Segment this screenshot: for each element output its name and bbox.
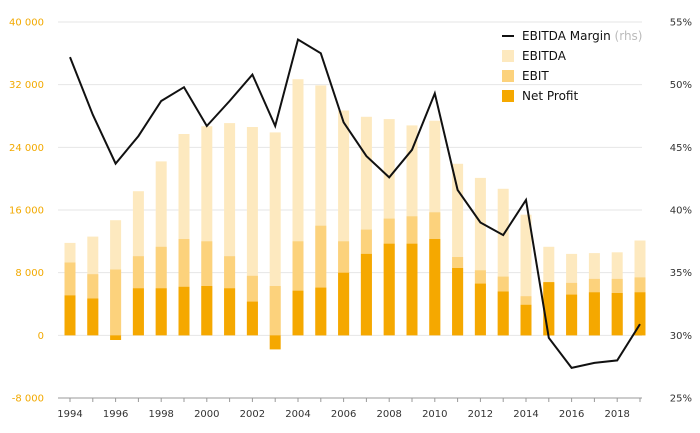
ebitda-bar-2005 [315,85,327,336]
left-axis-ticks: -8 000 0 8 000 16 000 24 000 32 000 40 000 [9,18,44,405]
net-profit-bar-2013 [497,291,509,336]
x-tick-label: 2008 [376,409,401,420]
net-profit-bar-2006 [338,272,350,336]
ebitda-bar-2007 [360,116,372,336]
net-profit-bar-2011 [452,268,464,336]
right-tick-label: 35% [670,268,692,279]
left-tick-label: 16 000 [9,206,44,217]
left-tick-label: -8 000 [12,394,44,405]
ebitda-bar-2013 [497,188,509,336]
ebit-bar-2005 [315,225,327,336]
net-profit-bar-2015 [543,282,555,336]
net-profit-bar-2018 [611,293,623,336]
left-tick-label: 0 [38,331,44,342]
net-profit-bar-1994 [64,295,76,336]
left-tick-label: 24 000 [9,143,44,154]
legend-label-note: (rhs) [611,29,643,43]
net-profit-bar-2001 [224,288,236,336]
legend-label: EBITDA Margin (rhs) [522,29,643,43]
x-tick-label: 2016 [559,409,584,420]
x-tick-label: 2000 [194,409,219,420]
right-tick-label: 55% [670,18,692,29]
net-profit-bar-2014 [520,304,532,336]
legend-label-text: EBITDA [522,49,567,63]
legend-label: EBIT [522,69,549,83]
net-profit-bar-2010 [429,239,441,336]
ebit-bar-2004 [292,241,304,336]
net-profit-bar-2012 [474,283,486,336]
ebit-bars [64,212,646,336]
x-tick-label: 2010 [422,409,447,420]
ebit-bar-1996 [110,269,122,336]
net-profit-bar-2009 [406,243,418,336]
left-tick-label: 40 000 [9,18,44,29]
net-profit-bar-2002 [246,301,258,336]
ebitda-bar-2006 [338,110,350,336]
left-tick-label: 8 000 [15,268,44,279]
net-profit-bar-1999 [178,286,190,336]
x-tick-label: 2014 [513,409,538,420]
x-tick-label: 2012 [468,409,493,420]
ebitda-bar-2003 [269,132,281,336]
net-profit-bar-2007 [360,253,372,336]
net-profit-bar-2003 [269,335,281,350]
net-profit-bar-1996 [110,335,122,340]
ebitda-bar-2002 [246,127,258,336]
right-tick-label: 40% [670,206,692,217]
x-tick-label: 2006 [331,409,356,420]
net-profit-bars [64,239,646,350]
right-tick-label: 45% [670,143,692,154]
ebitda-bars [64,79,646,336]
x-tick-label: 1996 [103,409,128,420]
x-tick-label: 2018 [604,409,629,420]
net-profit-bar-2008 [383,243,395,336]
x-tick-label: 2002 [240,409,265,420]
x-tick-label: 1998 [148,409,173,420]
legend: EBITDA Margin (rhs) EBITDA EBIT Net Profit [502,29,643,103]
net-profit-bar-2019 [634,292,646,336]
net-profit-bar-2017 [588,292,600,336]
ebitda-bar-2011 [452,163,464,336]
right-axis-ticks: 25% 30% 35% 40% 45% 50% 55% [670,18,692,405]
ebitda-bar-2012 [474,177,486,336]
net-profit-bar-2016 [566,294,578,336]
gridlines [58,21,642,399]
x-tick-label: 1994 [57,409,82,420]
net-profit-bar-1997 [132,288,144,336]
net-profit-bar-2004 [292,290,304,336]
right-tick-label: 30% [670,331,692,342]
net-profit-bar-1998 [155,288,167,336]
legend-label-text: EBIT [522,69,549,83]
ebitda-bar-2014 [520,214,532,336]
ebitda-margin-line [69,37,641,370]
net-profit-bar-2000 [201,286,213,336]
legend-box-swatch [502,50,514,62]
right-tick-label: 50% [670,80,692,91]
net-profit-bar-2005 [315,287,327,336]
net-profit-bar-1995 [87,298,99,336]
legend-label-text: EBITDA Margin [522,29,611,43]
x-axis: 1994 1996 1998 2000 2002 2004 2006 2008 2010 2012… [57,397,642,420]
legend-label: Net Profit [522,89,578,103]
legend-box-swatch [502,90,514,102]
ebitda-margin-line-group [69,37,641,370]
ebit-bar-2003 [269,286,281,336]
ebitda-bar-2001 [224,123,236,336]
ebitda-bar-2004 [292,79,304,336]
legend-label-text: Net Profit [522,89,578,103]
legend-label: EBITDA [522,49,567,63]
x-tick-label: 2004 [285,409,310,420]
legend-box-swatch [502,70,514,82]
left-tick-label: 32 000 [9,80,44,91]
ebitda-bar-1999 [178,134,190,336]
ebitda-bar-2000 [201,126,213,336]
right-tick-label: 25% [670,394,692,405]
